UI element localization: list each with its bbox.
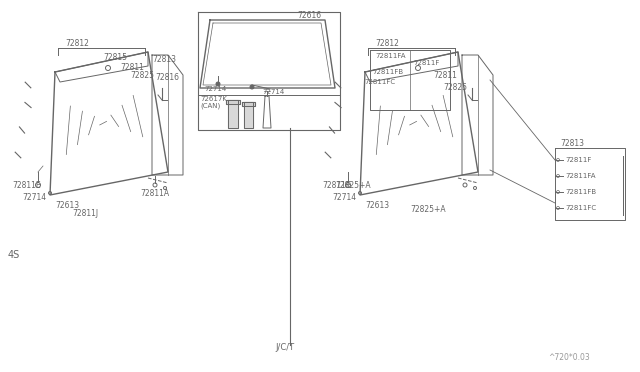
Polygon shape (226, 100, 240, 104)
Text: 72811FB: 72811FB (372, 69, 403, 75)
Polygon shape (242, 102, 255, 106)
Text: 72714: 72714 (204, 86, 227, 92)
Text: (CAN): (CAN) (200, 103, 220, 109)
Text: 72613: 72613 (365, 201, 389, 209)
Text: 72825+A: 72825+A (335, 180, 371, 189)
Text: 4S: 4S (8, 250, 20, 260)
Text: 72617K: 72617K (200, 96, 227, 102)
Text: 72811: 72811 (433, 71, 457, 80)
Text: 72613: 72613 (55, 201, 79, 209)
Text: 72714: 72714 (262, 89, 284, 95)
Text: 72811FA: 72811FA (375, 53, 406, 59)
Text: 72812: 72812 (65, 39, 89, 48)
Text: 72811A: 72811A (140, 189, 169, 198)
Text: 72714: 72714 (22, 193, 46, 202)
Polygon shape (228, 100, 238, 128)
Text: 72816: 72816 (155, 73, 179, 81)
Text: 72811FB: 72811FB (565, 189, 596, 195)
Text: 72825: 72825 (130, 71, 154, 80)
Text: 72811FC: 72811FC (364, 79, 395, 85)
Text: 72811FA: 72811FA (565, 173, 595, 179)
Text: 72825+A: 72825+A (410, 205, 445, 215)
Text: 72813: 72813 (560, 138, 584, 148)
Text: 72811E: 72811E (12, 180, 40, 189)
Text: 72714: 72714 (332, 193, 356, 202)
Polygon shape (244, 102, 253, 128)
Circle shape (250, 85, 254, 89)
Text: 72812: 72812 (375, 39, 399, 48)
Text: ^720*0.03: ^720*0.03 (548, 353, 589, 362)
Text: 72811J: 72811J (72, 209, 98, 218)
Text: 72813: 72813 (152, 55, 176, 64)
Text: 72811E: 72811E (322, 180, 351, 189)
Circle shape (216, 82, 220, 86)
Text: 72616: 72616 (297, 12, 321, 20)
Text: 72815: 72815 (103, 52, 127, 61)
Text: 72811FC: 72811FC (565, 205, 596, 211)
Text: 72825: 72825 (443, 83, 467, 93)
Text: 72811F: 72811F (413, 60, 440, 66)
Text: J/C/T: J/C/T (275, 343, 294, 353)
Text: 72811: 72811 (120, 62, 144, 71)
Text: 72811F: 72811F (565, 157, 591, 163)
